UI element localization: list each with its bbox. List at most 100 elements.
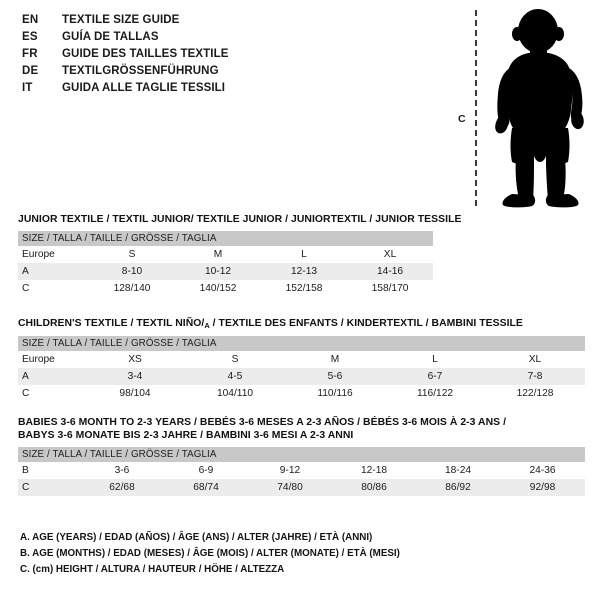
cell-value: 62/68 <box>80 479 164 496</box>
cell-value: 92/98 <box>500 479 586 496</box>
height-marker-label: C <box>458 113 466 125</box>
row-label: Europe <box>18 246 89 263</box>
language-title: GUIDE DES TAILLES TEXTILE <box>62 48 229 60</box>
cell-value: L <box>385 351 485 368</box>
cell-value: 104/110 <box>185 385 285 402</box>
height-dashed-line <box>475 10 477 206</box>
row-label: A <box>18 368 85 385</box>
row-label: A <box>18 263 89 280</box>
section-title-babies: BABIES 3-6 MONTH TO 2-3 YEARS / BEBÉS 3-… <box>18 417 585 441</box>
cell-value: 140/152 <box>175 280 261 297</box>
junior-size-table: SIZE / TALLA / TAILLE / GRÖSSE / TAGLIA … <box>18 231 434 297</box>
cell-value: 110/116 <box>285 385 385 402</box>
section-children: CHILDREN'S TEXTILE / TEXTIL NIÑO/A / TEX… <box>18 318 586 402</box>
cell-value: XS <box>85 351 185 368</box>
section-junior: JUNIOR TEXTILE / TEXTIL JUNIOR/ TEXTILE … <box>18 214 461 297</box>
cell-value: 10-12 <box>175 263 261 280</box>
language-row-fr: FR GUIDE DES TAILLES TEXTILE <box>22 46 229 63</box>
section-title-children: CHILDREN'S TEXTILE / TEXTIL NIÑO/A / TEX… <box>18 318 585 330</box>
section-title-text: BABIES 3-6 MONTH TO 2-3 YEARS / BEBÉS 3-… <box>18 417 507 428</box>
cell-value: 3-4 <box>85 368 185 385</box>
language-row-es: ES GUÍA DE TALLAS <box>22 29 229 46</box>
row-label: C <box>18 385 85 402</box>
cell-value: 18-24 <box>416 462 500 479</box>
cell-value: 5-6 <box>285 368 385 385</box>
language-title: GUÍA DE TALLAS <box>62 31 159 43</box>
language-row-it: IT GUIDA ALLE TAGLIE TESSILI <box>22 80 229 97</box>
section-title-junior: JUNIOR TEXTILE / TEXTIL JUNIOR/ TEXTILE … <box>18 214 461 225</box>
size-band-label: SIZE / TALLA / TAILLE / GRÖSSE / TAGLIA <box>18 231 434 246</box>
cell-value: 12-18 <box>332 462 416 479</box>
cell-value: 68/74 <box>164 479 248 496</box>
legend-row-c: C. (cm) HEIGHT / ALTURA / HAUTEUR / HÖHE… <box>20 564 285 575</box>
row-label: C <box>18 479 80 496</box>
cell-value: 12-13 <box>261 263 347 280</box>
language-row-en: EN TEXTILE SIZE GUIDE <box>22 12 229 29</box>
language-title-list: EN TEXTILE SIZE GUIDE ES GUÍA DE TALLAS … <box>22 12 229 97</box>
cell-value: 6-7 <box>385 368 485 385</box>
language-title: TEXTILE SIZE GUIDE <box>62 14 180 26</box>
toddler-silhouette-icon <box>495 9 584 208</box>
cell-value: XL <box>347 246 434 263</box>
legend-block: A. AGE (YEARS) / EDAD (AÑOS) / ÂGE (ANS)… <box>20 530 400 578</box>
size-band-label: SIZE / TALLA / TAILLE / GRÖSSE / TAGLIA <box>18 447 586 462</box>
cell-value: 24-36 <box>500 462 586 479</box>
cell-value: 152/158 <box>261 280 347 297</box>
section-title-subscript: A <box>204 321 210 330</box>
cell-value: L <box>261 246 347 263</box>
size-band-label: SIZE / TALLA / TAILLE / GRÖSSE / TAGLIA <box>18 336 586 351</box>
table-row: A 8-10 10-12 12-13 14-16 <box>18 263 434 280</box>
table-row: C 98/104 104/110 110/116 116/122 122/128 <box>18 385 586 402</box>
babies-size-table: SIZE / TALLA / TAILLE / GRÖSSE / TAGLIA … <box>18 447 586 496</box>
section-title-text: CHILDREN'S TEXTILE / TEXTIL NIÑO/ <box>18 318 205 329</box>
cell-value: 98/104 <box>85 385 185 402</box>
language-code: EN <box>22 14 39 26</box>
row-label: C <box>18 280 89 297</box>
table-row: A 3-4 4-5 5-6 6-7 7-8 <box>18 368 586 385</box>
table-band-row: SIZE / TALLA / TAILLE / GRÖSSE / TAGLIA <box>18 447 586 462</box>
cell-value: 6-9 <box>164 462 248 479</box>
section-babies: BABIES 3-6 MONTH TO 2-3 YEARS / BEBÉS 3-… <box>18 417 586 496</box>
cell-value: 86/92 <box>416 479 500 496</box>
section-title-text-cont: / TEXTILE DES ENFANTS / KINDERTEXTIL / B… <box>209 318 523 329</box>
cell-value: S <box>89 246 175 263</box>
table-row: Europe S M L XL <box>18 246 434 263</box>
cell-value: M <box>175 246 261 263</box>
children-size-table: SIZE / TALLA / TAILLE / GRÖSSE / TAGLIA … <box>18 336 586 402</box>
cell-value: 122/128 <box>485 385 586 402</box>
cell-value: 158/170 <box>347 280 434 297</box>
language-title: GUIDA ALLE TAGLIE TESSILI <box>62 82 226 94</box>
table-band-row: SIZE / TALLA / TAILLE / GRÖSSE / TAGLIA <box>18 231 434 246</box>
cell-value: 74/80 <box>248 479 332 496</box>
cell-value: 4-5 <box>185 368 285 385</box>
language-code: FR <box>22 48 38 60</box>
section-title-line2: BABYS 3-6 MONATE BIS 2-3 JAHRE / BAMBINI… <box>18 430 354 441</box>
table-band-row: SIZE / TALLA / TAILLE / GRÖSSE / TAGLIA <box>18 336 586 351</box>
cell-value: 7-8 <box>485 368 586 385</box>
language-code: IT <box>22 82 33 94</box>
table-row: Europe XS S M L XL <box>18 351 586 368</box>
legend-row-b: B. AGE (MONTHS) / EDAD (MESES) / ÂGE (MO… <box>20 548 400 559</box>
language-code: DE <box>22 65 39 77</box>
cell-value: 14-16 <box>347 263 434 280</box>
height-measurement-figure: C <box>440 8 595 208</box>
table-row: C 128/140 140/152 152/158 158/170 <box>18 280 434 297</box>
language-code: ES <box>22 31 38 43</box>
cell-value: 116/122 <box>385 385 485 402</box>
table-row: C 62/68 68/74 74/80 80/86 86/92 92/98 <box>18 479 586 496</box>
cell-value: 8-10 <box>89 263 175 280</box>
row-label: B <box>18 462 80 479</box>
cell-value: 80/86 <box>332 479 416 496</box>
cell-value: 9-12 <box>248 462 332 479</box>
section-title-text: JUNIOR TEXTILE / TEXTIL JUNIOR/ TEXTILE … <box>18 214 462 225</box>
table-row: B 3-6 6-9 9-12 12-18 18-24 24-36 <box>18 462 586 479</box>
cell-value: XL <box>485 351 586 368</box>
cell-value: 3-6 <box>80 462 164 479</box>
language-row-de: DE TEXTILGRÖSSENFÜHRUNG <box>22 63 229 80</box>
cell-value: M <box>285 351 385 368</box>
cell-value: 128/140 <box>89 280 175 297</box>
row-label: Europe <box>18 351 85 368</box>
legend-row-a: A. AGE (YEARS) / EDAD (AÑOS) / ÂGE (ANS)… <box>20 532 373 543</box>
cell-value: S <box>185 351 285 368</box>
